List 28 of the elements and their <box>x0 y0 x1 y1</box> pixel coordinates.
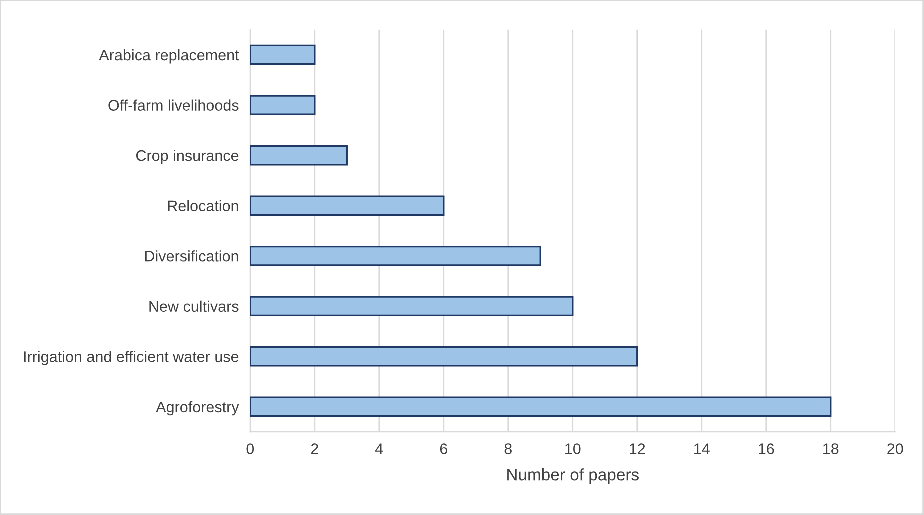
x-tick-label: 16 <box>759 444 774 454</box>
y-tick-label: Diversification <box>145 250 238 262</box>
x-tick-label: 20 <box>888 444 904 454</box>
x-tick-label: 14 <box>694 444 710 454</box>
bar <box>250 296 574 317</box>
y-tick-label: Irrigation and efficient water use <box>24 351 239 366</box>
y-tick-label: Agroforestry <box>156 401 240 416</box>
x-tick-label: 0 <box>246 444 254 454</box>
bar <box>250 44 316 66</box>
bar <box>250 346 638 367</box>
y-tick-label: Crop insurance <box>136 150 239 164</box>
x-tick-label: 6 <box>440 444 448 454</box>
bar <box>250 396 832 418</box>
y-tick-label: Off-farm livelihoods <box>108 100 239 111</box>
x-tick-label: 12 <box>630 444 646 454</box>
y-tick-label: Arabica replacement <box>99 49 240 64</box>
x-tick-label: 10 <box>566 444 581 454</box>
bar <box>250 95 316 116</box>
x-axis-title: Number of papers <box>508 468 639 484</box>
x-tick-label: 4 <box>375 444 384 454</box>
x-tick-label: 8 <box>504 444 512 454</box>
bar <box>250 196 445 216</box>
y-tick-label: Relocation <box>168 200 238 212</box>
y-tick-label: New cultivars <box>150 300 239 312</box>
x-tick-label: 2 <box>311 444 318 454</box>
x-tick-label: 18 <box>824 444 839 454</box>
bar <box>250 145 348 166</box>
bar <box>250 246 542 266</box>
